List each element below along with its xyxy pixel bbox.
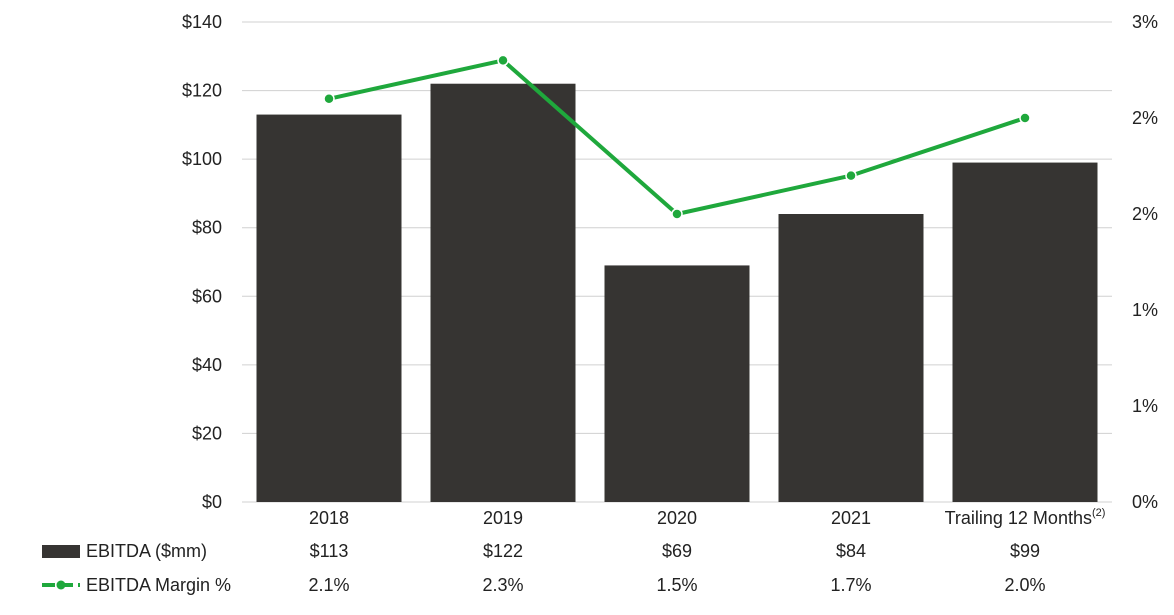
category-label: Trailing 12 Months(2) [945,507,1106,528]
table-cell: $99 [1010,541,1040,561]
margin-point [845,169,857,182]
right-axis-ticks: 0% 1% 1% 2% 2% 3% [1132,12,1158,512]
table-cell: $122 [483,541,523,561]
ebitda-bar [256,114,402,503]
category-label: 2019 [483,508,523,528]
category-labels: 2018 2019 2020 2021 Trailing 12 Months(2) [309,507,1105,528]
right-axis-tick-label: 3% [1132,12,1158,32]
left-axis-tick-label: $80 [192,218,222,238]
legend-bar-swatch [42,545,80,558]
left-axis-tick-label: $120 [182,81,222,101]
data-table: EBITDA ($mm) $113 $122 $69 $84 $99 EBITDA Marg… [42,541,1046,595]
left-axis-tick-label: $60 [192,286,222,306]
left-axis-tick-label: $100 [182,149,222,169]
margin-line-series [323,54,1031,220]
legend-line-marker [56,580,66,590]
ebitda-bar [952,162,1098,503]
table-row-label: EBITDA ($mm) [86,541,207,561]
left-axis-tick-label: $40 [192,355,222,375]
left-axis-tick-label: $0 [202,492,222,512]
category-label: 2018 [309,508,349,528]
margin-point [671,208,683,220]
right-axis-tick-label: 2% [1132,204,1158,224]
table-cell: $84 [836,541,866,561]
table-cell: 2.1% [308,575,349,595]
left-axis-ticks: $0 $20 $40 $60 $80 $100 $120 $140 [182,12,222,512]
table-cell: 2.0% [1004,575,1045,595]
table-cell: 1.7% [830,575,871,595]
category-label: 2021 [831,508,871,528]
ebitda-bar [778,214,924,502]
right-axis-tick-label: 2% [1132,108,1158,128]
right-axis-tick-label: 0% [1132,492,1158,512]
table-row-label: EBITDA Margin % [86,575,231,595]
table-cell: 2.3% [482,575,523,595]
table-cell: $69 [662,541,692,561]
right-axis-tick-label: 1% [1132,396,1158,416]
margin-point [1019,112,1031,124]
ebitda-bar [430,83,576,502]
left-axis-tick-label: $140 [182,12,222,32]
right-axis-tick-label: 1% [1132,300,1158,320]
category-label: 2020 [657,508,697,528]
margin-point [497,54,509,67]
category-footnote: (2) [1092,507,1105,519]
table-cell: $113 [310,541,349,561]
margin-point [323,93,335,105]
table-cell: 1.5% [656,575,697,595]
ebitda-bar [604,265,750,502]
bar-series [256,83,1098,503]
left-axis-tick-label: $20 [192,423,222,443]
